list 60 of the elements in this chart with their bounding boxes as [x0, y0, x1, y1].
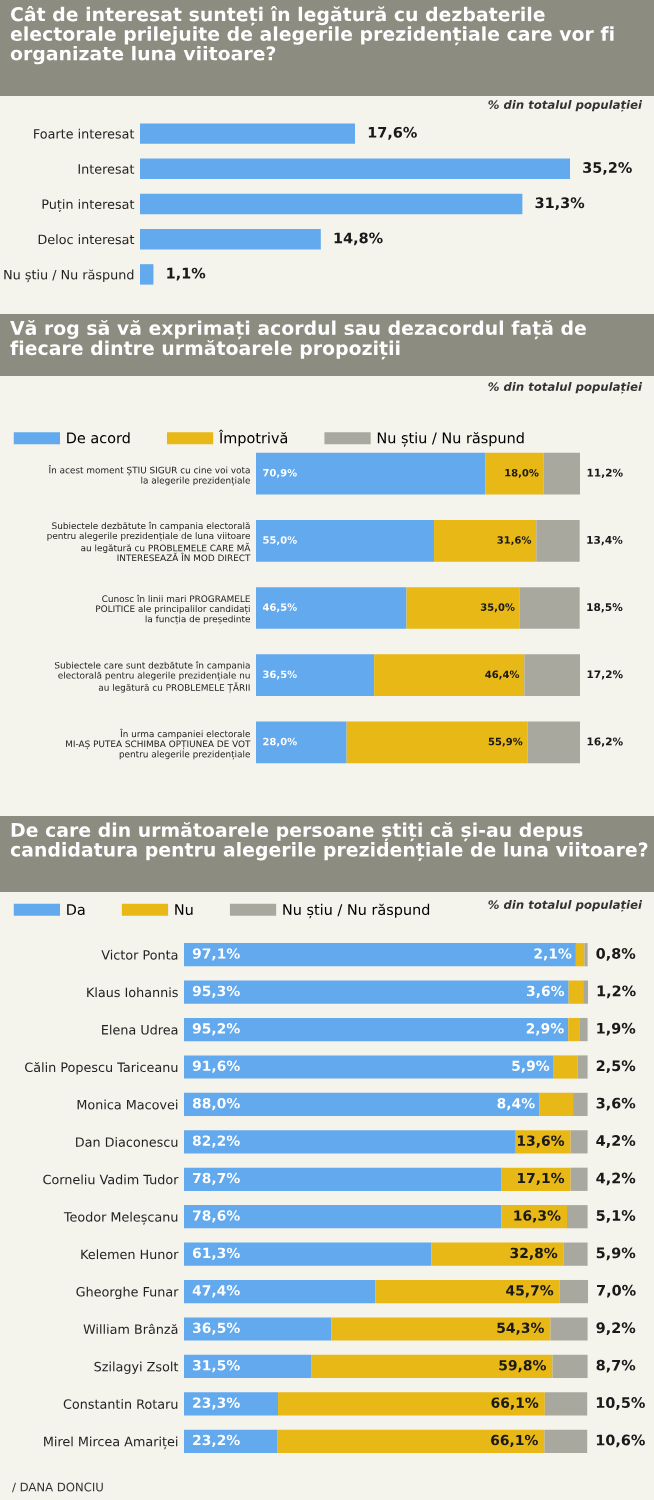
bar [527, 721, 580, 764]
bar [256, 519, 435, 562]
bar [577, 1055, 588, 1079]
bar [536, 519, 580, 562]
bar [140, 264, 154, 285]
bar [544, 1429, 588, 1453]
bar [311, 1354, 553, 1379]
chart-title: De care din următoarele persoane știți că și-au depus candidatura pentru alegerile prezidențiale de luna viitoare? [10, 822, 648, 861]
bar [374, 654, 525, 697]
bar [434, 519, 537, 562]
bar [184, 1317, 332, 1341]
bar [519, 587, 580, 629]
bar [375, 1279, 560, 1304]
bar [563, 1242, 588, 1266]
bar [567, 1205, 588, 1229]
bar [539, 1092, 574, 1117]
bar [184, 1017, 569, 1042]
bar [256, 654, 375, 697]
bar [184, 1205, 502, 1229]
bar [570, 1130, 588, 1154]
bar [184, 980, 569, 1004]
bar [184, 1279, 376, 1304]
bar [184, 1167, 502, 1191]
bar [184, 943, 576, 967]
bar [573, 1092, 588, 1117]
bar [184, 1055, 554, 1079]
bar [256, 452, 486, 495]
bar [568, 1017, 580, 1042]
bar [568, 980, 584, 1004]
bar [485, 452, 544, 495]
bar [184, 1092, 540, 1117]
bar [553, 1055, 578, 1079]
bar [575, 943, 585, 967]
bar [184, 1392, 279, 1416]
bar [184, 1242, 432, 1266]
bar [140, 193, 523, 215]
bar [256, 721, 347, 764]
bar [543, 452, 580, 495]
chart-title: Vă rog să vă exprimați acordul sau dezacordul față de fiecare dintre următoarele propoziții [10, 320, 586, 360]
bar [406, 587, 520, 629]
bar [184, 1354, 312, 1379]
bar [140, 228, 321, 250]
bar [559, 1279, 588, 1304]
chart-title: Cât de interesat sunteți în legătură cu dezbaterile electorale prilejuite de alegerile prezidențiale care vor fi organizate luna viitoare? [10, 6, 614, 65]
bar [331, 1317, 551, 1341]
bar [570, 1167, 588, 1191]
bar [552, 1354, 588, 1379]
bar [184, 1429, 278, 1453]
bar [140, 158, 570, 180]
bar [140, 123, 355, 144]
bar [184, 1130, 516, 1154]
bar [431, 1242, 564, 1266]
bar [256, 587, 407, 629]
bar [524, 654, 580, 697]
bar [277, 1429, 545, 1453]
bar [544, 1392, 588, 1416]
bar [550, 1317, 588, 1341]
bar [579, 1017, 588, 1042]
bar [346, 721, 528, 764]
bar [278, 1392, 545, 1416]
